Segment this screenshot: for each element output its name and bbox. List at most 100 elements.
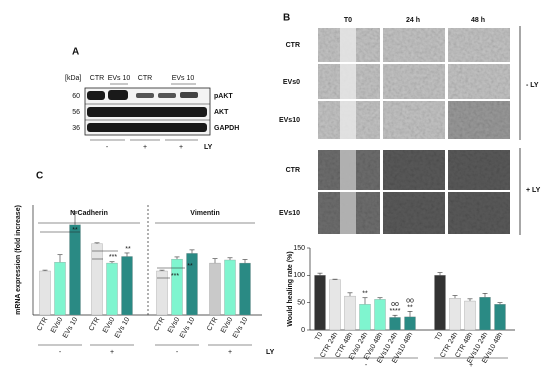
bar xyxy=(156,270,168,316)
bar xyxy=(121,256,133,316)
lane-label: CTR xyxy=(90,75,104,82)
group-label: + LY xyxy=(526,187,541,194)
blot-bands xyxy=(87,90,207,132)
ly-label: LY xyxy=(266,349,275,356)
bar xyxy=(106,262,118,316)
x-tick-label: EVs0 xyxy=(102,316,116,334)
ly-sign: - xyxy=(59,349,62,356)
micrograph xyxy=(383,101,445,139)
column-label: 48 h xyxy=(471,17,485,24)
micrograph xyxy=(448,101,510,139)
row-label: EVs10 xyxy=(279,117,300,124)
bar xyxy=(239,262,251,316)
x-tick-label: CTR xyxy=(153,316,166,332)
micrograph xyxy=(383,150,445,190)
bar xyxy=(494,304,506,331)
bar xyxy=(39,270,51,316)
y-tick-label: 50 xyxy=(297,300,305,307)
annotation: oo xyxy=(406,297,414,304)
kda-label: 60 xyxy=(72,93,80,100)
bar xyxy=(374,299,386,331)
ly-sign: + xyxy=(228,349,232,356)
wound-gap xyxy=(340,101,356,139)
micrograph xyxy=(448,64,510,99)
bar xyxy=(344,295,356,331)
panel-label: B xyxy=(283,13,290,24)
bar xyxy=(69,224,81,316)
bar xyxy=(464,300,476,331)
x-tick-label: EVs0 xyxy=(220,316,234,334)
group-title: Vimentin xyxy=(190,210,219,217)
panel-label: A xyxy=(72,47,79,58)
bar xyxy=(434,275,446,331)
kda-header: [kDa] xyxy=(65,75,81,82)
x-tick-label: T0 xyxy=(434,331,444,342)
bar xyxy=(171,258,183,316)
x-tick-label: EVs0 xyxy=(167,316,181,334)
wound-gap xyxy=(340,64,356,99)
bar xyxy=(209,262,221,316)
annotation: *** xyxy=(171,273,179,280)
protein-label: AKT xyxy=(214,109,229,116)
ly-sign: - xyxy=(106,144,109,151)
ly-sign: - xyxy=(176,349,179,356)
y-tick-label: 100 xyxy=(293,272,305,279)
micrograph xyxy=(448,150,510,190)
micrograph xyxy=(448,28,510,62)
x-tick-label: CTR xyxy=(88,316,101,332)
x-tick-label: EVs0 xyxy=(50,316,64,334)
y-tick-label: 150 xyxy=(293,245,305,252)
x-tick-label: EVs 10 xyxy=(114,316,131,339)
lane-label: EVs 10 xyxy=(108,75,131,82)
wound-gap xyxy=(340,28,356,62)
lane-label: EVs 10 xyxy=(172,75,195,82)
protein-label: GAPDH xyxy=(214,125,239,132)
x-tick-label: T0 xyxy=(314,331,324,342)
wound-gap xyxy=(340,150,356,190)
annotation: ** xyxy=(362,291,368,298)
kda-label: 56 xyxy=(72,109,80,116)
y-tick-label: 0 xyxy=(301,327,305,334)
group-label: - LY xyxy=(526,82,539,89)
ly-sign: + xyxy=(469,362,473,369)
bar xyxy=(329,279,341,331)
bar xyxy=(404,316,416,331)
bar xyxy=(54,262,66,316)
group-title: N-Cadherin xyxy=(70,210,108,217)
bar xyxy=(186,253,198,316)
row-label: EVs10 xyxy=(279,210,300,217)
annotation: ** xyxy=(407,304,413,311)
ly-label: LY xyxy=(204,144,213,151)
annotation: **** xyxy=(390,308,401,315)
x-tick-label: EVs 10 xyxy=(232,316,249,339)
annotation: ** xyxy=(125,246,131,253)
bar xyxy=(314,275,326,331)
row-label: EVs0 xyxy=(283,79,300,86)
x-tick-label: CTR xyxy=(36,316,49,332)
column-label: 24 h xyxy=(406,17,420,24)
x-tick-label: CTR xyxy=(206,316,219,332)
annotation: ** xyxy=(187,263,193,270)
x-tick-label: EVs 10 xyxy=(62,316,79,339)
column-label: T0 xyxy=(344,17,352,24)
kda-label: 36 xyxy=(72,125,80,132)
bar xyxy=(389,317,401,331)
y-axis-label: Would healing rate (%) xyxy=(287,251,294,326)
row-label: CTR xyxy=(286,167,300,174)
panel-label: C xyxy=(36,171,43,182)
bar xyxy=(479,297,491,331)
x-tick-label: EVs 10 xyxy=(179,316,196,339)
micrographs xyxy=(318,28,510,234)
annotation: *** xyxy=(109,254,117,261)
bar xyxy=(91,243,103,316)
lane-label: CTR xyxy=(138,75,152,82)
annotation: oo xyxy=(391,301,399,308)
wound-gap xyxy=(340,192,356,234)
micrograph xyxy=(448,192,510,234)
y-axis-label: mRNA expression (fold increase) xyxy=(15,205,22,315)
ly-sign: + xyxy=(110,349,114,356)
ly-sign: - xyxy=(365,362,368,369)
bar xyxy=(224,259,236,316)
bar xyxy=(449,298,461,331)
